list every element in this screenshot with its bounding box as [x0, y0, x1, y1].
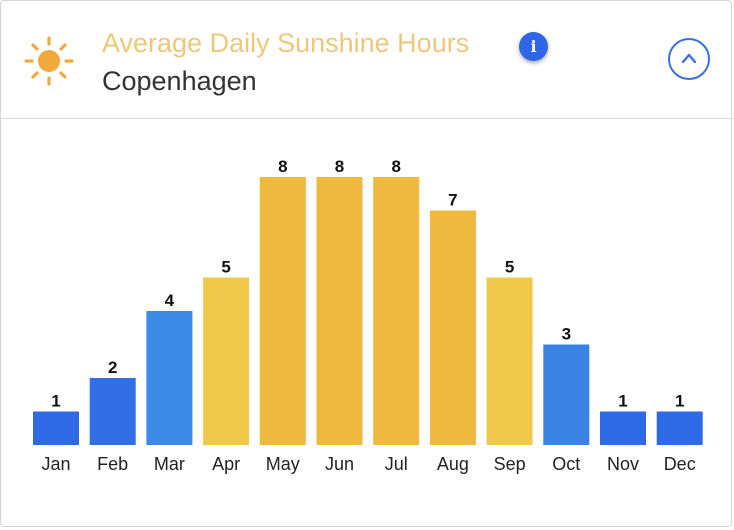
bar-aug[interactable]	[430, 211, 476, 446]
x-tick-sep: Sep	[494, 454, 526, 474]
x-tick-apr: Apr	[212, 454, 240, 474]
x-tick-jul: Jul	[385, 454, 408, 474]
data-label-may: 8	[278, 157, 287, 176]
x-tick-may: May	[266, 454, 300, 474]
info-icon[interactable]: i	[519, 32, 548, 61]
data-label-nov: 1	[618, 392, 627, 411]
data-label-oct: 3	[562, 325, 571, 344]
collapse-button[interactable]	[668, 38, 710, 80]
data-label-jun: 8	[335, 157, 344, 176]
sunshine-card: Average Daily Sunshine Hours Copenhagen …	[0, 0, 732, 527]
data-label-jul: 8	[391, 157, 400, 176]
card-subtitle: Copenhagen	[102, 66, 257, 97]
bar-jul[interactable]	[373, 177, 419, 445]
card-title: Average Daily Sunshine Hours	[102, 28, 469, 59]
bar-apr[interactable]	[203, 278, 249, 446]
card-header: Average Daily Sunshine Hours Copenhagen …	[1, 1, 733, 119]
data-label-sep: 5	[505, 258, 514, 277]
sun-icon	[23, 35, 75, 87]
x-tick-nov: Nov	[607, 454, 639, 474]
bar-jan[interactable]	[33, 412, 79, 446]
bar-mar[interactable]	[146, 311, 192, 445]
data-label-mar: 4	[165, 291, 175, 310]
x-tick-feb: Feb	[97, 454, 128, 474]
x-tick-dec: Dec	[664, 454, 696, 474]
chevron-up-icon	[681, 52, 697, 64]
data-label-jan: 1	[51, 392, 60, 411]
x-tick-oct: Oct	[552, 454, 580, 474]
x-tick-aug: Aug	[437, 454, 469, 474]
data-label-dec: 1	[675, 392, 684, 411]
bar-sep[interactable]	[487, 278, 533, 446]
bar-oct[interactable]	[543, 345, 589, 446]
data-label-feb: 2	[108, 358, 117, 377]
bar-dec[interactable]	[657, 412, 703, 446]
x-tick-jan: Jan	[41, 454, 70, 474]
data-label-apr: 5	[221, 258, 230, 277]
data-label-aug: 7	[448, 191, 457, 210]
bar-feb[interactable]	[90, 378, 136, 445]
x-tick-mar: Mar	[154, 454, 185, 474]
bar-nov[interactable]	[600, 412, 646, 446]
bar-jun[interactable]	[317, 177, 363, 445]
x-tick-jun: Jun	[325, 454, 354, 474]
bar-may[interactable]	[260, 177, 306, 445]
sunshine-bar-chart: 1 Jan 2 Feb 4 Mar 5 Apr 8 May 8 Jun 8 Jul 7 Aug 5 Sep 3 Oct…	[1, 120, 733, 525]
